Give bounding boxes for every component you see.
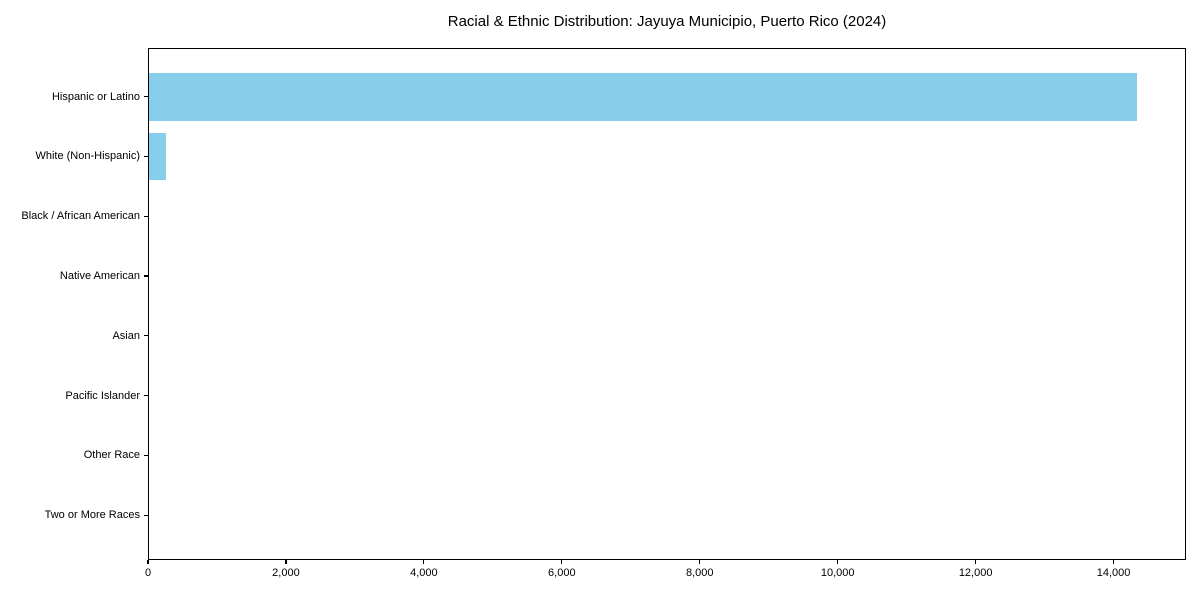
x-axis-tick-label: 12,000 [958,567,993,579]
y-axis-label: White (Non-Hispanic) [35,150,140,163]
y-axis-tick [144,454,148,456]
x-axis-tick [1112,560,1115,564]
x-axis-tick-label: 6,000 [548,567,576,579]
x-axis-tick [837,560,839,564]
y-axis-label: Hispanic or Latino [51,90,140,103]
x-axis-tick [699,560,701,564]
y-axis-tick [144,395,148,397]
bar-1 [149,132,167,181]
y-axis-label: Pacific Islander [65,389,140,402]
y-axis-label: Native American [59,270,140,283]
y-axis-tick [144,335,148,337]
y-axis-tick [144,514,148,516]
x-axis-tick-label: 2,000 [272,567,300,579]
x-axis-tick [975,560,977,564]
y-axis-label: Two or More Races [44,509,140,522]
chart-title: Racial & Ethnic Distribution: Jayuya Mun… [447,13,887,30]
y-axis-tick [144,155,148,158]
x-axis-tick-label: 8,000 [685,567,714,579]
x-axis-tick-label: 4,000 [410,567,438,579]
y-axis-tick [144,215,148,217]
x-axis-tick [423,560,425,564]
x-axis-tick [147,560,149,564]
y-axis-label: Black / African American [21,210,140,223]
y-axis-tick [144,96,148,98]
y-axis-label: Asian [112,329,140,342]
y-axis-tick [144,275,148,277]
x-axis-tick [285,560,287,564]
x-axis-tick-label: 10,000 [820,567,855,579]
x-axis-tick-label: 0 [144,567,152,579]
bar-0 [149,72,1138,121]
plot-area [148,48,1186,560]
y-axis-label: Other Race [83,449,140,462]
x-axis-tick [561,560,563,564]
x-axis-tick-label: 14,000 [1096,567,1131,579]
